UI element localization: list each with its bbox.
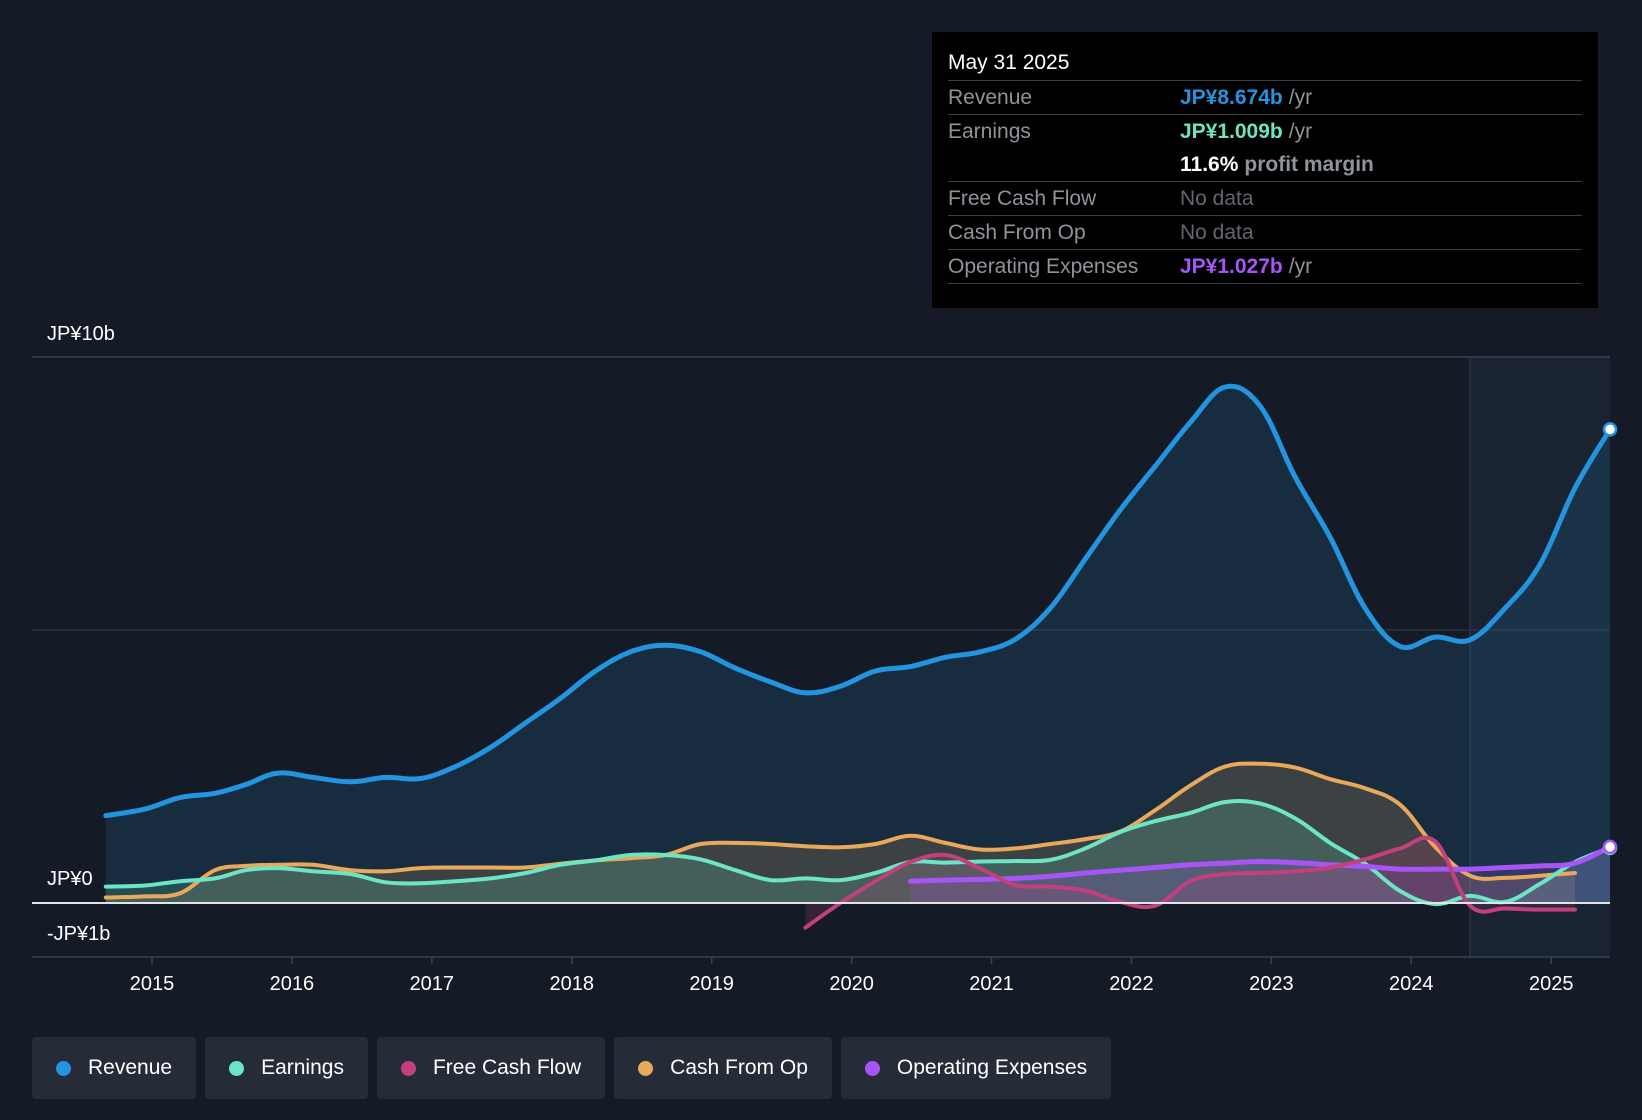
x-tick-label: 2015 xyxy=(130,973,175,995)
x-axis-ticks: 2015 2016 2017 2018 2019 2020 2021 2022 2023 2024… xyxy=(130,957,1574,995)
tooltip-row-margin: 11.6% profit margin xyxy=(948,148,1582,182)
series-area-revenue xyxy=(105,386,1610,903)
earnings-dot-icon xyxy=(229,1060,245,1076)
end-marker-operating-expenses xyxy=(1602,839,1618,855)
legend-item-operating-expenses[interactable]: Operating Expenses xyxy=(840,1037,1112,1099)
tooltip-row-revenue: Revenue JP¥8.674b /yr xyxy=(948,81,1582,115)
tooltip-spacer xyxy=(948,148,1180,181)
legend-label: Operating Expenses xyxy=(896,1056,1088,1079)
legend-item-earnings[interactable]: Earnings xyxy=(205,1037,368,1099)
tooltip-label: Revenue xyxy=(948,86,1033,109)
tooltip: May 31 2025 Revenue JP¥8.674b /yr Earnin… xyxy=(932,32,1598,308)
tooltip-label: Operating Expenses xyxy=(948,255,1139,278)
tooltip-row-cfo: Cash From Op No data xyxy=(948,216,1582,250)
tooltip-label: Cash From Op xyxy=(948,221,1086,244)
tooltip-label: Earnings xyxy=(948,120,1031,143)
legend-label: Revenue xyxy=(88,1056,173,1079)
series-line-free-cash-flow xyxy=(803,835,1577,930)
tooltip-date: May 31 2025 xyxy=(948,46,1582,81)
end-marker-revenue xyxy=(1602,422,1618,437)
legend: Revenue Earnings Free Cash Flow Cash Fro… xyxy=(32,1037,1112,1099)
tooltip-row-earnings: Earnings JP¥1.009b /yr xyxy=(948,115,1582,148)
x-tick-label: 2023 xyxy=(1249,973,1294,995)
series-area-earnings xyxy=(105,800,1610,905)
y-tick-bottom: -JP¥1b xyxy=(47,923,110,945)
tooltip-row-fcf: Free Cash Flow No data xyxy=(948,182,1582,216)
x-tick-label: 2021 xyxy=(969,973,1014,995)
tooltip-label: Free Cash Flow xyxy=(948,187,1097,210)
x-tick-label: 2018 xyxy=(549,973,594,995)
tooltip-value-earnings: JP¥1.009b xyxy=(1180,120,1283,143)
x-tick-label: 2017 xyxy=(410,973,455,995)
x-tick-label: 2020 xyxy=(829,973,874,995)
x-tick-label: 2024 xyxy=(1389,973,1434,995)
tooltip-margin-label: profit margin xyxy=(1244,153,1374,176)
legend-item-cash-from-op[interactable]: Cash From Op xyxy=(614,1037,832,1099)
y-tick-zero: JP¥0 xyxy=(47,868,93,890)
series-lines xyxy=(103,383,1613,930)
tooltip-value-revenue: JP¥8.674b xyxy=(1180,86,1283,109)
end-markers xyxy=(1602,422,1618,856)
legend-item-revenue[interactable]: Revenue xyxy=(32,1037,197,1099)
legend-label: Cash From Op xyxy=(670,1056,808,1079)
tooltip-value-fcf: No data xyxy=(1180,187,1254,210)
x-tick-label: 2019 xyxy=(689,973,734,995)
series-line-revenue xyxy=(103,383,1613,819)
tooltip-row-opex: Operating Expenses JP¥1.027b /yr xyxy=(948,250,1582,284)
legend-item-free-cash-flow[interactable]: Free Cash Flow xyxy=(376,1037,606,1099)
series-line-cash-from-op xyxy=(103,761,1577,900)
tooltip-unit: /yr xyxy=(1288,86,1313,109)
x-tick-label: 2022 xyxy=(1109,973,1154,995)
tooltip-value-opex: JP¥1.027b xyxy=(1180,255,1283,278)
x-tick-label: 2025 xyxy=(1529,973,1574,995)
tooltip-margin-value: 11.6% xyxy=(1180,153,1239,176)
tooltip-unit: /yr xyxy=(1288,120,1313,143)
series-line-operating-expenses xyxy=(907,844,1613,884)
free-cash-flow-dot-icon xyxy=(400,1060,416,1076)
revenue-dot-icon xyxy=(56,1060,71,1076)
x-tick-label: 2016 xyxy=(270,973,315,995)
tooltip-unit: /yr xyxy=(1288,255,1313,278)
legend-label: Earnings xyxy=(261,1056,344,1079)
operating-expenses-dot-icon xyxy=(864,1060,880,1076)
tooltip-value-cfo: No data xyxy=(1180,221,1254,244)
cash-from-op-dot-icon xyxy=(638,1060,654,1076)
legend-label: Free Cash Flow xyxy=(432,1056,582,1079)
y-tick-top: JP¥10b xyxy=(47,323,115,345)
